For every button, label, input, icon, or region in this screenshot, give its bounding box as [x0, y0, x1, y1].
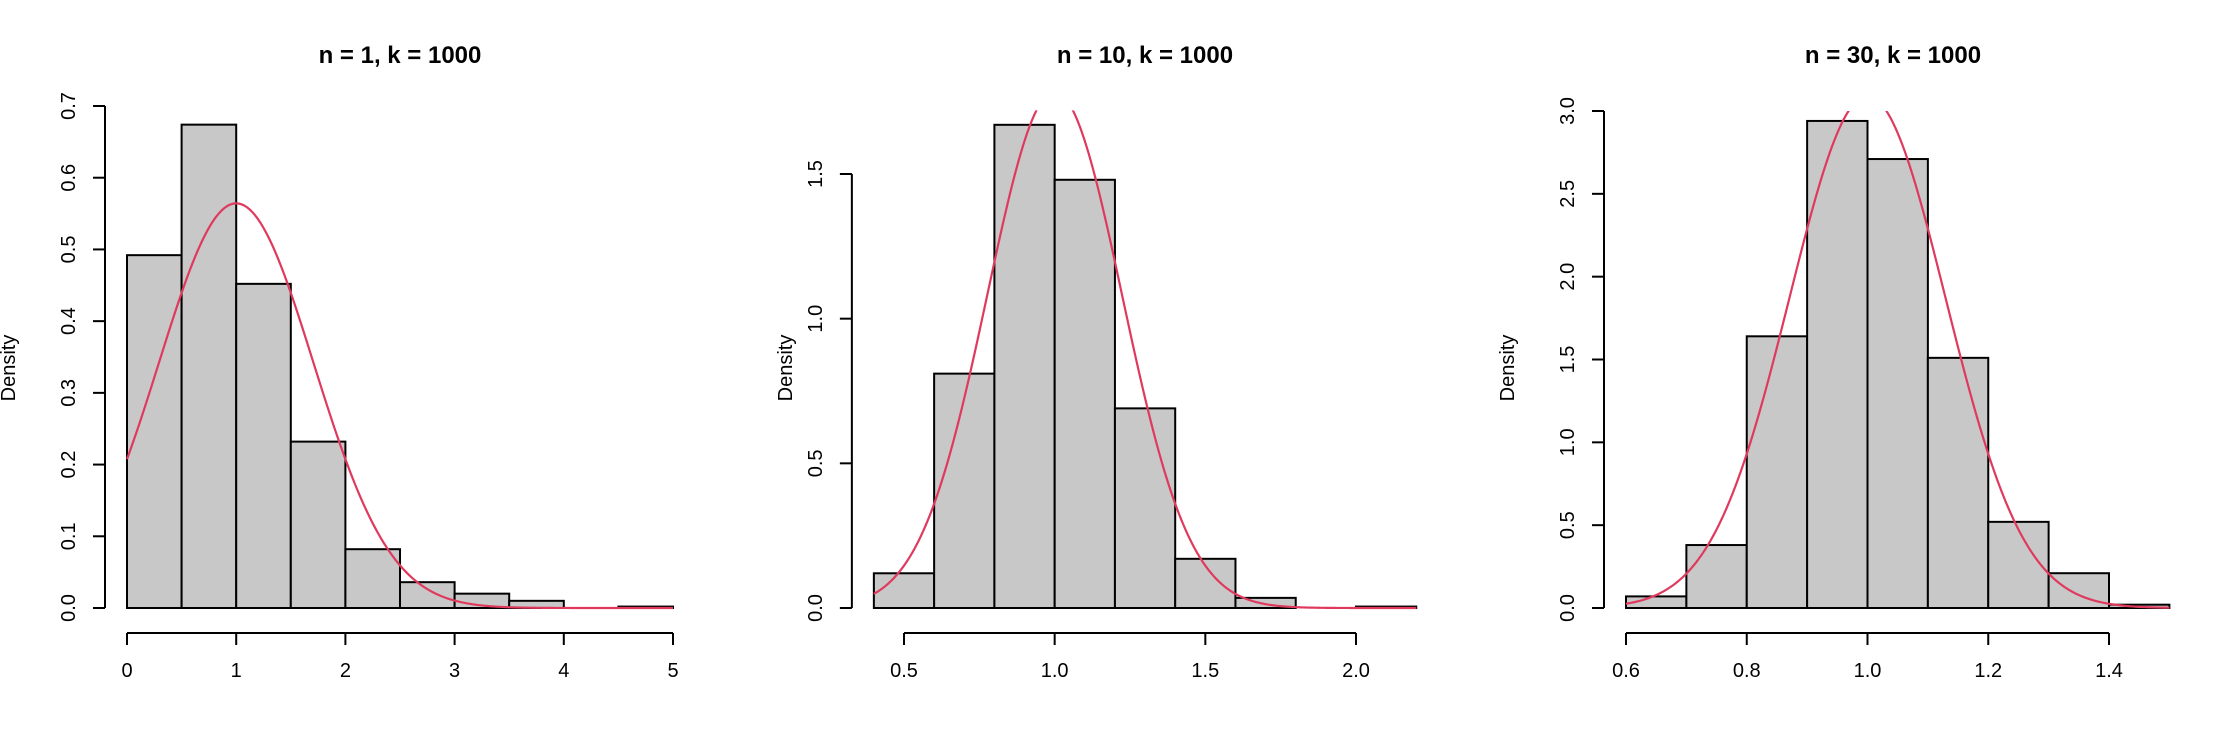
y-tick-label: 0.0 — [58, 594, 80, 622]
y-tick-label: 0.5 — [1557, 511, 1579, 539]
y-tick-label: 2.5 — [1557, 180, 1579, 208]
histogram-bar — [344, 548, 401, 609]
normal-density-curve — [1625, 111, 2170, 609]
y-tick-label: 1.0 — [1557, 428, 1579, 456]
chart-title: n = 30, k = 1000 — [1805, 42, 1981, 69]
x-tick-label: 1.0 — [1041, 660, 1069, 682]
y-tick-label: 1.0 — [805, 305, 827, 333]
y-tick-label: 1.5 — [805, 160, 827, 188]
y-axis-label: Density — [775, 335, 797, 402]
histogram-bar — [1987, 520, 2050, 609]
y-tick-label: 0.0 — [805, 594, 827, 622]
x-tick-label: 2.0 — [1342, 660, 1370, 682]
histogram-bar — [126, 254, 183, 609]
x-tick-label: 0.6 — [1612, 660, 1640, 682]
y-axis-label: Density — [1497, 335, 1519, 402]
x-tick-label: 1.4 — [2095, 660, 2123, 682]
y-tick-label: 0.1 — [58, 522, 80, 550]
histogram-bar — [1234, 596, 1297, 610]
y-tick-label: 0.0 — [1557, 594, 1579, 622]
histogram-bar — [1053, 178, 1116, 610]
histogram-bar — [1113, 407, 1177, 609]
y-tick-label: 0.4 — [58, 307, 80, 335]
x-tick-label: 4 — [558, 660, 569, 682]
y-tick-label: 1.5 — [1557, 346, 1579, 374]
histogram-bar — [2047, 572, 2110, 610]
histogram-bar — [1926, 356, 1990, 609]
x-tick-label: 5 — [667, 660, 678, 682]
histogram-bar — [933, 372, 996, 610]
y-tick-label: 0.3 — [58, 379, 80, 407]
x-tick-label: 0 — [121, 660, 132, 682]
chart-title: n = 1, k = 1000 — [319, 42, 482, 69]
histogram-bar — [1806, 119, 1869, 609]
x-tick-label: 3 — [449, 660, 460, 682]
histogram-bar — [872, 572, 936, 610]
y-axis-label: Density — [0, 335, 20, 402]
histogram-bar — [235, 282, 292, 609]
chart-title: n = 10, k = 1000 — [1057, 42, 1233, 69]
y-tick-label: 0.7 — [58, 92, 80, 120]
histogram-panel: n = 30, k = 1000 0.6 0.8 1.0 1.2 1.4 0.0 0.5 1.0… — [1497, 42, 2171, 682]
histogram-bar — [1745, 335, 1809, 609]
histogram-bar — [1685, 544, 1748, 610]
histogram-bar — [993, 123, 1056, 610]
x-tick-label: 0.8 — [1733, 660, 1761, 682]
x-tick-label: 0.5 — [890, 660, 918, 682]
y-tick-label: 0.2 — [58, 451, 80, 479]
x-tick-label: 1.0 — [1854, 660, 1882, 682]
y-tick-label: 3.0 — [1557, 97, 1579, 125]
histogram-bar — [180, 123, 238, 609]
normal-density-curve — [125, 202, 673, 610]
y-tick-label: 0.5 — [58, 236, 80, 264]
histogram-panel: n = 1, k = 1000 0 1 2 3 4 5 0.0 0.1 0.2 0.3 0.4 0.5 0… — [0, 42, 679, 682]
histogram-bar — [289, 440, 347, 609]
x-tick-label: 1.5 — [1191, 660, 1219, 682]
x-tick-label: 1.2 — [1974, 660, 2002, 682]
normal-density-curve — [873, 110, 1417, 610]
histogram-bar — [1866, 158, 1929, 609]
x-tick-label: 2 — [340, 660, 351, 682]
x-tick-label: 1 — [231, 660, 242, 682]
y-tick-label: 0.6 — [58, 164, 80, 192]
y-tick-label: 0.5 — [805, 449, 827, 477]
histogram-panel: n = 10, k = 1000 0.5 1.0 1.5 2.0 0.0 0.5 1.0 1.5… — [775, 42, 1418, 682]
histogram-bar — [399, 581, 456, 610]
y-tick-label: 2.0 — [1557, 263, 1579, 291]
